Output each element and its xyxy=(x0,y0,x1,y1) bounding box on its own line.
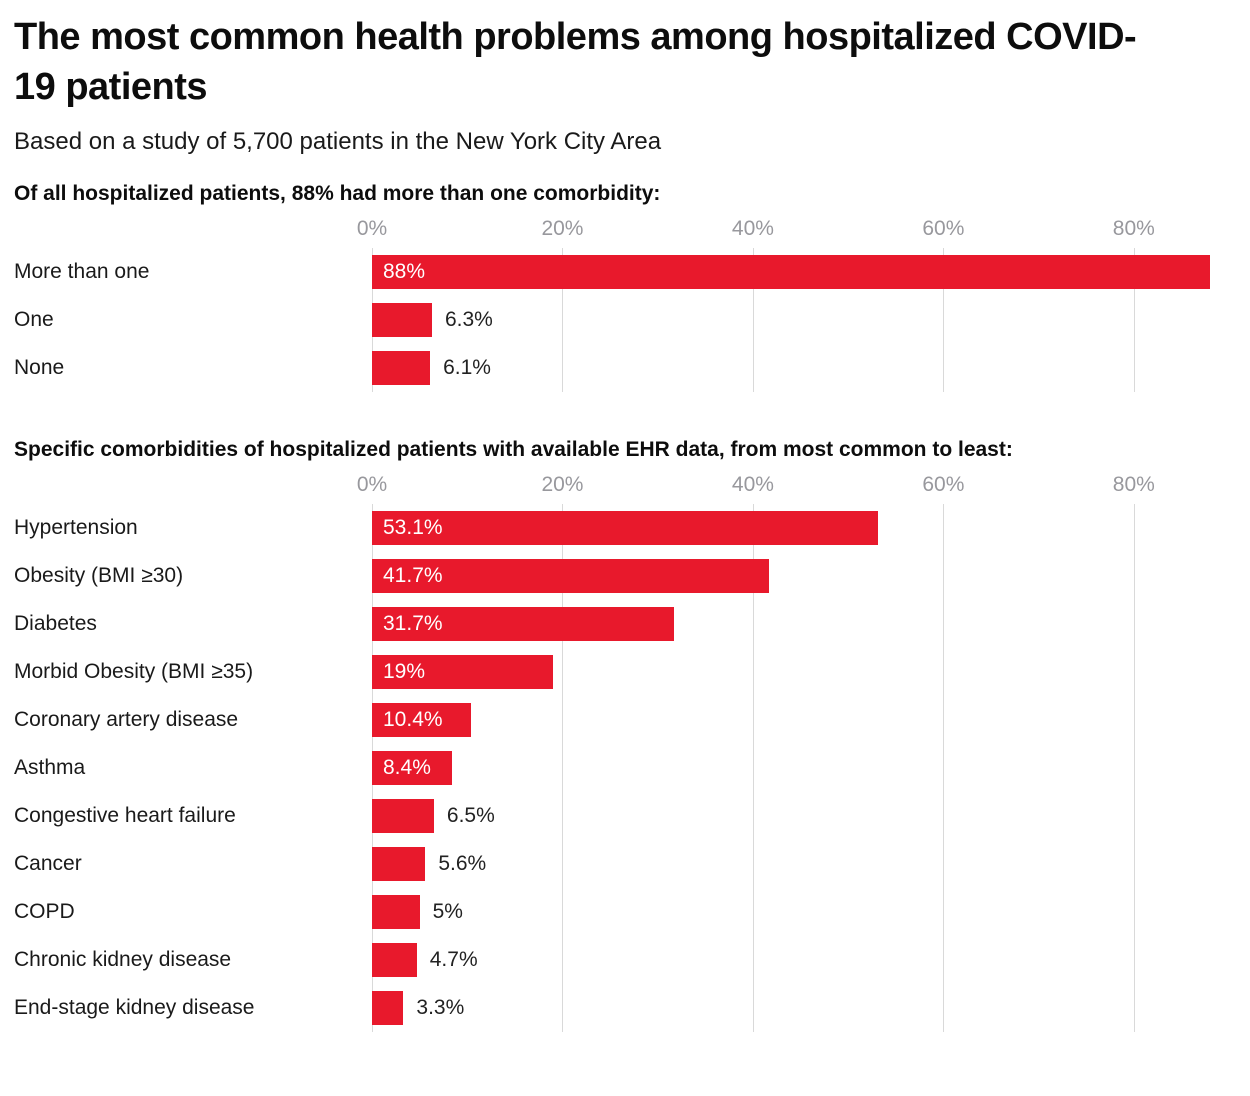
bar-row: 53.1% xyxy=(372,504,1210,552)
x-tick-label: 0% xyxy=(356,217,388,241)
bars: 53.1% 41.7% 31.7% 19% 10.4% 8.4% 6.5% 5.6% 5% 4.7… xyxy=(372,504,1210,1032)
bars: 88% 6.3% 6.1% xyxy=(372,248,1210,392)
gridline xyxy=(752,504,754,1033)
gridline xyxy=(562,504,564,1033)
value-label: 31.7% xyxy=(383,612,443,636)
bar-row: 19% xyxy=(372,648,1210,696)
chart-specific-comorbidities: Specific comorbidities of hospitalized p… xyxy=(14,438,1210,1033)
category-label: Asthma xyxy=(14,756,86,780)
value-label: 88% xyxy=(383,260,426,284)
plot-area: Hypertension Obesity (BMI ≥30) Diabetes Mor… xyxy=(14,504,1210,1033)
bar-row: 10.4% xyxy=(372,696,1210,744)
value-label: 5.6% xyxy=(438,852,487,876)
category-label: None xyxy=(14,356,65,380)
bar-row: 3.3% xyxy=(372,984,1210,1032)
axis-spacer xyxy=(14,464,372,504)
x-tick-label: 20% xyxy=(541,473,584,497)
value-label: 19% xyxy=(383,660,426,684)
x-tick-label: 60% xyxy=(922,217,965,241)
x-axis: 0% 20% 40% 60% 80% xyxy=(357,208,1210,248)
value-label: 3.3% xyxy=(416,996,465,1020)
x-tick-label: 80% xyxy=(1112,217,1155,241)
bar-row: 5% xyxy=(372,888,1210,936)
value-label: 41.7% xyxy=(383,564,443,588)
value-label: 10.4% xyxy=(383,708,443,732)
bar-row: 31.7% xyxy=(372,600,1210,648)
plot-area: More than one One None 88% 6.3% 6.1% xyxy=(14,248,1210,393)
page: The most common health problems among ho… xyxy=(14,12,1210,1033)
gridline xyxy=(752,248,754,393)
category-label: Coronary artery disease xyxy=(14,708,239,732)
x-tick-label: 0% xyxy=(356,473,388,497)
category-label: Morbid Obesity (BMI ≥35) xyxy=(14,660,254,684)
chart-title: Specific comorbidities of hospitalized p… xyxy=(14,438,1013,462)
bar: 53.1% xyxy=(372,511,878,546)
bar xyxy=(372,847,426,882)
bar: 10.4% xyxy=(372,703,472,738)
bar xyxy=(372,895,420,930)
axis-spacer xyxy=(14,208,372,248)
category-label: Obesity (BMI ≥30) xyxy=(14,564,184,588)
bar xyxy=(372,799,434,834)
bar: 19% xyxy=(372,655,553,690)
category-label: Cancer xyxy=(14,852,82,876)
bar: 8.4% xyxy=(372,751,452,786)
category-label: More than one xyxy=(14,260,150,284)
page-subtitle: Based on a study of 5,700 patients in th… xyxy=(14,128,662,156)
gridline xyxy=(1133,248,1135,393)
page-title: The most common health problems among ho… xyxy=(14,16,1137,109)
value-label: 6.1% xyxy=(443,356,491,380)
bar-row: 41.7% xyxy=(372,552,1210,600)
bar-row: 8.4% xyxy=(372,744,1210,792)
gridline xyxy=(943,504,945,1033)
category-label: COPD xyxy=(14,900,75,924)
category-label: End-stage kidney disease xyxy=(14,996,255,1020)
bar: 31.7% xyxy=(372,607,674,642)
bar xyxy=(372,303,432,338)
bars-area: 53.1% 41.7% 31.7% 19% 10.4% 8.4% 6.5% 5.6% 5% 4.7… xyxy=(372,504,1210,1033)
value-label: 8.4% xyxy=(383,756,431,780)
bar-row: 6.1% xyxy=(372,344,1210,392)
header: The most common health problems among ho… xyxy=(14,12,1210,156)
bar-row: 4.7% xyxy=(372,936,1210,984)
value-label: 6.5% xyxy=(446,804,495,828)
bar-row: 5.6% xyxy=(372,840,1210,888)
value-label: 53.1% xyxy=(383,516,443,540)
category-labels: Hypertension Obesity (BMI ≥30) Diabetes Mor… xyxy=(14,504,372,1032)
bar: 88% xyxy=(372,255,1210,290)
bar xyxy=(372,991,404,1026)
category-label: Diabetes xyxy=(14,612,97,636)
category-labels: More than one One None xyxy=(14,248,372,392)
x-tick-label: 40% xyxy=(731,217,774,241)
category-label: Congestive heart failure xyxy=(14,804,236,828)
chart-comorbidity-count: Of all hospitalized patients, 88% had mo… xyxy=(14,182,1210,393)
gridline xyxy=(943,248,945,393)
bar-row: 6.5% xyxy=(372,792,1210,840)
x-tick-label: 60% xyxy=(922,473,965,497)
x-axis-row: 0% 20% 40% 60% 80% xyxy=(14,464,1210,504)
bar xyxy=(372,943,417,978)
gridline xyxy=(1133,504,1135,1033)
bars-area: 88% 6.3% 6.1% xyxy=(372,248,1210,393)
value-label: 5% xyxy=(432,900,463,924)
gridline xyxy=(562,248,564,393)
value-label: 4.7% xyxy=(429,948,478,972)
x-tick-label: 80% xyxy=(1112,473,1155,497)
category-label: Hypertension xyxy=(14,516,138,540)
x-tick-label: 40% xyxy=(731,473,774,497)
x-axis: 0% 20% 40% 60% 80% xyxy=(357,464,1210,504)
bar-row: 88% xyxy=(372,248,1210,296)
chart-title: Of all hospitalized patients, 88% had mo… xyxy=(14,182,661,206)
x-tick-label: 20% xyxy=(541,217,584,241)
value-label: 6.3% xyxy=(444,308,493,332)
bar-row: 6.3% xyxy=(372,296,1210,344)
bar xyxy=(372,351,431,386)
bar: 41.7% xyxy=(372,559,770,594)
category-label: One xyxy=(14,308,54,332)
x-axis-row: 0% 20% 40% 60% 80% xyxy=(14,208,1210,248)
category-label: Chronic kidney disease xyxy=(14,948,232,972)
